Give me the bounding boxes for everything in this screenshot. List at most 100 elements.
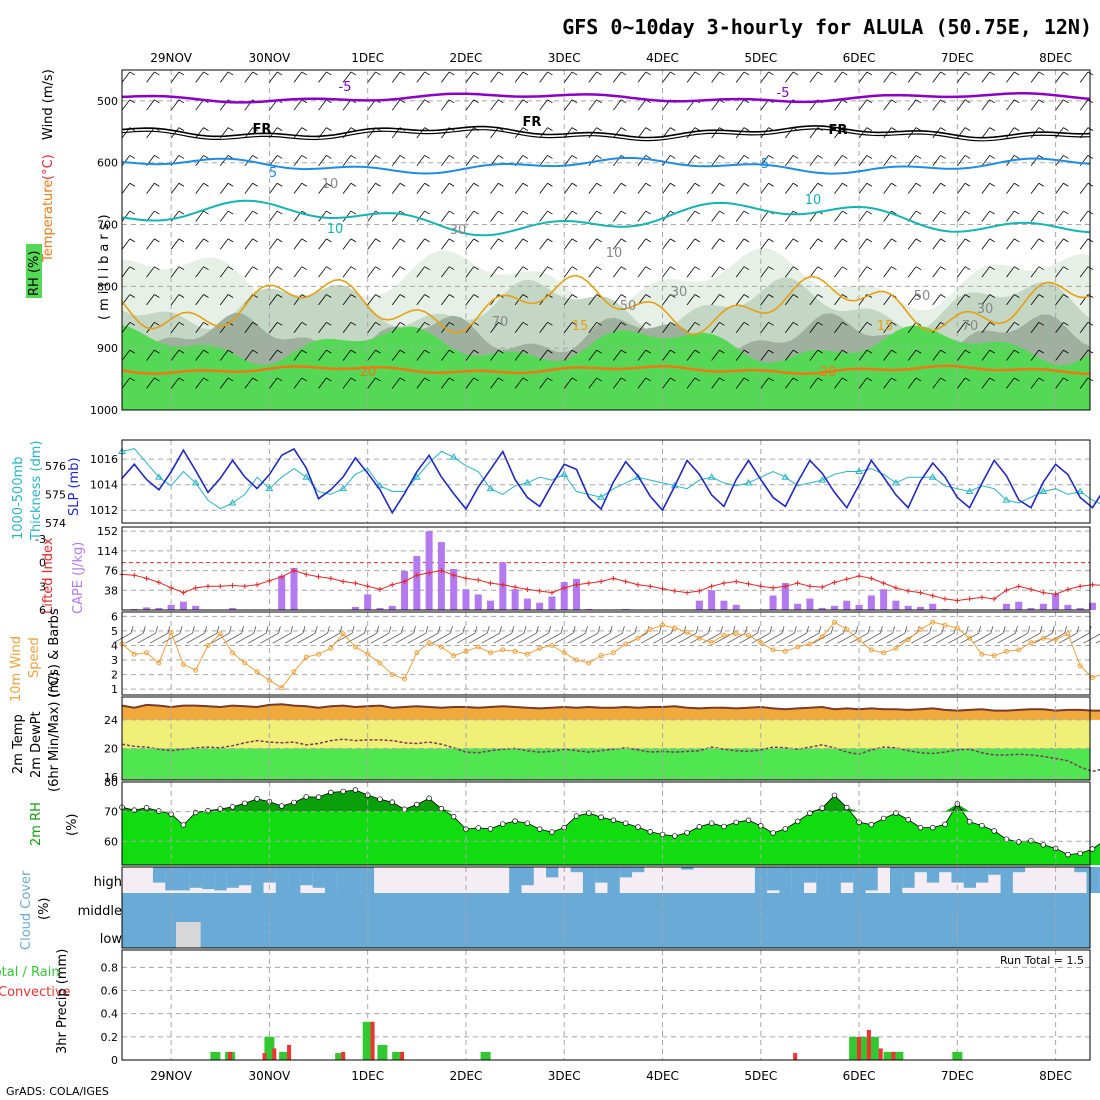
thickness-marker	[154, 473, 163, 480]
wind-barb	[219, 71, 234, 83]
wind-speed-marker	[524, 651, 530, 657]
cape-bar	[904, 605, 912, 610]
bottom-date-label: 1DEC	[351, 1069, 384, 1083]
wind-barb-flag	[498, 266, 504, 271]
precip-convective-bar	[262, 1053, 267, 1060]
wind-barb-staff	[318, 155, 327, 167]
wind-barb	[735, 266, 750, 278]
wind-barb-flag	[891, 266, 897, 271]
dewpoint-band	[122, 748, 1090, 780]
wind-barb-flag	[522, 71, 529, 76]
wind-barb-staff	[490, 71, 499, 83]
wind-barb	[613, 377, 627, 389]
wind-barb-staff	[613, 127, 622, 139]
wind-barb-staff	[662, 322, 671, 333]
wind-speed-marker	[733, 631, 739, 637]
wind-barb-flag	[596, 377, 602, 382]
cloud-high-bar	[779, 867, 792, 893]
wind-barb-staff	[318, 322, 327, 333]
cloud-high-bar	[238, 867, 252, 886]
wind10-barb-flag	[511, 626, 515, 634]
wind-speed-marker	[377, 660, 383, 666]
wind-barb-flag	[424, 182, 430, 187]
wind-barb-flag	[915, 377, 922, 382]
wind-speed-marker	[266, 677, 272, 683]
wind-barb	[907, 99, 922, 111]
wind10-barb-flag	[486, 626, 490, 634]
wind-barb	[637, 238, 651, 250]
wind-barb	[318, 321, 332, 333]
top-date-label: 29NOV	[150, 51, 192, 65]
wind-barb-flag	[350, 294, 357, 298]
wind-barb-staff	[883, 266, 892, 278]
wind-barb-staff	[858, 182, 868, 194]
wind10-barb-flag	[818, 626, 822, 634]
wind-speed-marker	[340, 631, 346, 637]
wind-barb-staff	[490, 238, 499, 250]
wind-barb-flag	[203, 155, 209, 159]
wind-barb-staff	[809, 71, 819, 83]
wind10-barb-flag	[658, 626, 662, 634]
wind10-barb-flag	[548, 626, 552, 634]
wind-barb-flag	[1014, 155, 1020, 159]
wind-barb-flag	[596, 238, 602, 243]
wind-barb	[1030, 210, 1045, 222]
wind-barb-flag	[227, 127, 234, 131]
wind-barb	[981, 238, 995, 250]
wind-barb	[391, 321, 406, 333]
wind-barb-staff	[1030, 322, 1040, 333]
wind-barb	[1055, 99, 1069, 111]
wind-barb-staff	[957, 99, 966, 111]
wind-barb-flag	[277, 266, 283, 271]
wind10-barb	[776, 626, 797, 644]
wind10-barb-staff	[751, 632, 770, 644]
wind10-barb-staff	[432, 632, 451, 644]
wind-barb-staff	[1079, 71, 1089, 83]
wind-barb	[785, 182, 799, 194]
lifted-index-marker	[168, 585, 174, 591]
wind-barb-flag	[768, 155, 774, 159]
wind-barb-flag	[866, 349, 873, 354]
wind-barb-staff	[342, 377, 352, 389]
cloud-high-bar	[988, 867, 1001, 875]
wind-barb	[514, 321, 529, 333]
wind-barb-staff	[391, 349, 401, 361]
lifted-index-marker	[328, 575, 334, 581]
wind-barb-staff	[907, 99, 917, 111]
wind-speed-marker	[905, 637, 911, 643]
wind-barb	[588, 238, 602, 250]
wind-barb-flag	[817, 155, 823, 159]
wind-barb-flag	[473, 321, 479, 326]
wind-barb	[195, 321, 209, 333]
wind-barb-flag	[694, 182, 701, 187]
wind-speed-marker	[721, 632, 727, 638]
wind10-barb-flag	[425, 626, 429, 634]
wind-barb-flag	[227, 155, 234, 159]
wind-barb	[957, 266, 971, 278]
wind10-barb-flag	[142, 626, 146, 634]
wind-speed-marker	[586, 660, 592, 666]
wind-barb	[490, 377, 504, 389]
wind-speed-marker	[819, 634, 825, 640]
wind-barb	[490, 210, 504, 222]
wind-barb-flag	[1063, 127, 1069, 131]
wind-barb-flag	[866, 210, 873, 215]
wind-barb-flag	[694, 321, 701, 326]
wind-barb-staff	[465, 266, 475, 278]
wind-barb-staff	[981, 377, 991, 389]
wind-barb	[1055, 349, 1069, 361]
wind10-barb-flag	[781, 626, 785, 634]
wind-barb-staff	[146, 377, 155, 389]
wind10-barb	[555, 626, 576, 644]
wind-barb-flag	[964, 321, 971, 326]
wind-barb	[760, 321, 774, 333]
wind-barb-staff	[711, 266, 720, 278]
rh2m-marker	[475, 825, 481, 831]
wind-barb	[269, 210, 283, 222]
wind-barb	[367, 182, 381, 194]
wind-barb-staff	[1055, 210, 1064, 222]
wind10-barb-flag	[560, 626, 564, 634]
cape-bar	[560, 581, 568, 610]
wind-barb	[121, 377, 136, 389]
lifted-index-marker	[352, 580, 358, 586]
